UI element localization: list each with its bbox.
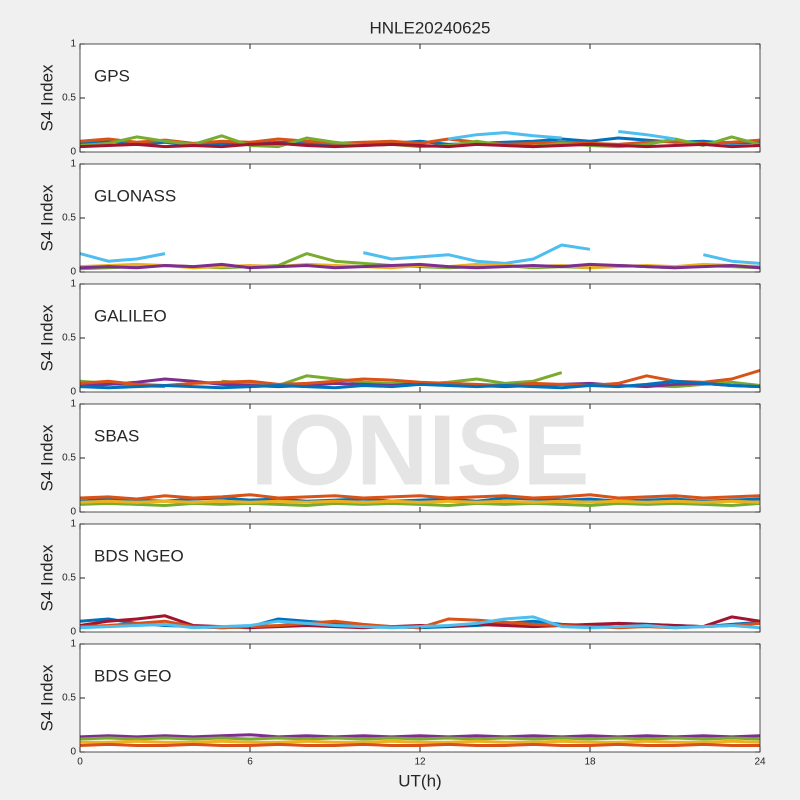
y-tick-label: 0.5	[62, 93, 76, 104]
x-tick-label: 12	[414, 757, 426, 768]
series-line	[79, 742, 760, 747]
axes-background	[80, 644, 760, 752]
series-line	[79, 262, 761, 270]
axes-background	[80, 524, 760, 632]
y-tick-label: 1	[70, 39, 76, 50]
axes-background	[80, 164, 760, 272]
panel-label: BDS NGEO	[94, 546, 184, 565]
series-line	[79, 615, 761, 630]
x-tick-label: 24	[754, 757, 766, 768]
series-line	[80, 739, 761, 744]
y-axis-label: S4 Index	[37, 184, 56, 252]
y-axis-label: S4 Index	[37, 424, 56, 492]
y-tick-label: 1	[70, 399, 76, 410]
series-line	[79, 499, 761, 504]
panel-label: SBAS	[94, 426, 139, 445]
y-tick-label: 0	[70, 747, 76, 758]
y-tick-label: 0.5	[62, 453, 76, 464]
panel-label: GALILEO	[94, 306, 167, 325]
series-line	[79, 141, 761, 149]
y-tick-label: 0	[70, 387, 76, 398]
y-axis-label: S4 Index	[37, 544, 56, 612]
y-tick-label: 1	[70, 279, 76, 290]
x-tick-label: 6	[247, 757, 253, 768]
x-axis-label: UT(h)	[398, 771, 441, 790]
series-line	[79, 733, 761, 739]
panel-label: BDS GEO	[94, 666, 171, 685]
axes-background	[80, 404, 760, 512]
y-tick-label: 0.5	[62, 333, 76, 344]
y-tick-label: 0.5	[62, 693, 76, 704]
figure-title: HNLE20240625	[370, 18, 491, 37]
x-tick-label: 0	[77, 757, 83, 768]
y-axis-label: S4 Index	[37, 64, 56, 132]
y-tick-label: 0	[70, 267, 76, 278]
axes-background	[80, 284, 760, 392]
panel-label: GPS	[94, 66, 130, 85]
x-tick-label: 18	[584, 757, 596, 768]
series-line	[79, 379, 761, 390]
series-line	[79, 493, 761, 501]
y-tick-label: 1	[70, 639, 76, 650]
y-tick-label: 0	[70, 147, 76, 158]
series-line	[448, 130, 676, 141]
series-line	[79, 243, 761, 265]
y-tick-label: 0	[70, 507, 76, 518]
y-tick-label: 0.5	[62, 213, 76, 224]
series-line	[79, 736, 761, 741]
y-tick-label: 1	[70, 519, 76, 530]
y-axis-label: S4 Index	[37, 304, 56, 372]
panel-label: GLONASS	[94, 186, 176, 205]
watermark: IONISE	[251, 394, 590, 506]
y-tick-label: 1	[70, 159, 76, 170]
y-axis-label: S4 Index	[37, 664, 56, 732]
series-line	[79, 368, 761, 387]
y-tick-label: 0	[70, 627, 76, 638]
y-tick-label: 0.5	[62, 573, 76, 584]
